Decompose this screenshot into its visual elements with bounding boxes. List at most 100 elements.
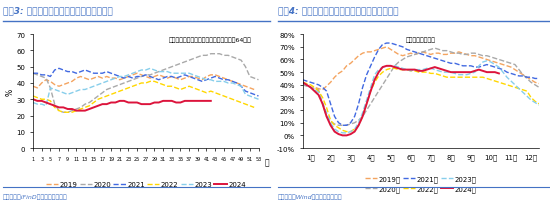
Line: 2023: 2023 — [33, 69, 258, 106]
2024年 — [371, 79, 378, 82]
2024年 — [392, 67, 398, 69]
Text: 资料来源：Wind；国盛证券研究所: 资料来源：Wind；国盛证券研究所 — [278, 194, 342, 199]
2024年 — [375, 71, 382, 74]
2019年 — [371, 50, 378, 53]
2023年 — [339, 132, 346, 135]
2022年 — [299, 82, 306, 84]
2019 — [134, 73, 140, 75]
2021 — [56, 68, 62, 70]
2024年 — [307, 87, 314, 89]
2021 — [207, 77, 214, 80]
2021年 — [383, 43, 390, 45]
2021 — [164, 76, 170, 78]
2022年 — [387, 68, 394, 70]
2024 — [30, 98, 36, 101]
2020年 — [379, 84, 386, 87]
2019 — [168, 76, 175, 78]
2024 — [95, 105, 101, 108]
2023 — [147, 68, 153, 70]
2024 — [134, 102, 140, 104]
2019 — [251, 89, 257, 91]
2023 — [173, 73, 179, 75]
2019年 — [387, 49, 394, 51]
2024年 — [387, 65, 394, 68]
2021年 — [299, 79, 306, 82]
2023 — [212, 81, 218, 83]
2020 — [182, 61, 188, 64]
2020 — [30, 73, 36, 75]
2019年 — [319, 89, 326, 92]
2020年 — [299, 84, 306, 87]
2022 — [251, 107, 257, 109]
2022年 — [364, 103, 370, 105]
2024年 — [395, 68, 402, 70]
2023年 — [452, 73, 458, 75]
2020年 — [455, 53, 462, 55]
2023 — [95, 84, 101, 87]
2019 — [138, 74, 145, 77]
2023 — [186, 73, 192, 75]
2024 — [160, 100, 167, 103]
2021年 — [343, 124, 350, 127]
2024 — [173, 102, 179, 104]
2024 — [69, 108, 75, 111]
2021年 — [387, 43, 394, 45]
2019年 — [364, 52, 370, 54]
2024年 — [399, 69, 406, 71]
2023年 — [483, 60, 490, 63]
2024 — [117, 100, 123, 103]
2020年 — [364, 109, 370, 112]
Line: 2021年: 2021年 — [302, 44, 539, 126]
2022年 — [379, 71, 386, 74]
Line: 2021: 2021 — [33, 69, 258, 97]
2020年 — [336, 124, 342, 127]
Text: 图袅4: 近半月水泥粉磨开工率均值环比有所回落: 图袅4: 近半月水泥粉磨开工率均值环比有所回落 — [278, 6, 398, 15]
2022年 — [455, 77, 462, 79]
2023 — [255, 98, 262, 101]
2020年 — [432, 48, 438, 50]
2024年 — [460, 71, 466, 74]
2024 — [47, 103, 54, 106]
2024 — [121, 100, 128, 103]
2024 — [99, 103, 106, 106]
2022 — [112, 92, 119, 95]
2022年 — [371, 82, 378, 84]
2022 — [30, 95, 36, 98]
2024年 — [383, 65, 390, 68]
2021 — [30, 73, 36, 75]
2024年 — [336, 133, 342, 136]
2024年 — [347, 133, 354, 136]
2024年 — [327, 124, 334, 127]
2024 — [82, 110, 89, 112]
Line: 2024: 2024 — [33, 100, 211, 111]
2024年 — [355, 124, 362, 127]
2024年 — [483, 71, 490, 74]
2024 — [51, 105, 58, 108]
2022年 — [343, 131, 350, 133]
2019年 — [455, 52, 462, 54]
2023年 — [343, 132, 350, 135]
2024 — [151, 102, 158, 104]
2021年 — [455, 64, 462, 67]
2024年 — [480, 70, 486, 73]
2023年 — [299, 82, 306, 84]
2024 — [186, 100, 192, 103]
Line: 2020: 2020 — [33, 54, 258, 113]
2021 — [95, 73, 101, 75]
Line: 2020年: 2020年 — [302, 49, 539, 126]
2024 — [60, 107, 67, 109]
2024年 — [420, 70, 426, 73]
2024 — [190, 100, 197, 103]
Text: 资料来源：iFinD；国盛证券研究所: 资料来源：iFinD；国盛证券研究所 — [3, 194, 68, 199]
2024 — [112, 102, 119, 104]
2024 — [56, 107, 62, 109]
2020 — [168, 66, 175, 69]
2024 — [156, 102, 162, 104]
2023年 — [364, 99, 370, 102]
2021年 — [536, 78, 542, 80]
2024年 — [331, 131, 338, 133]
2023年 — [371, 74, 378, 77]
2024年 — [311, 90, 318, 93]
2024 — [138, 103, 145, 106]
2019 — [47, 81, 54, 83]
